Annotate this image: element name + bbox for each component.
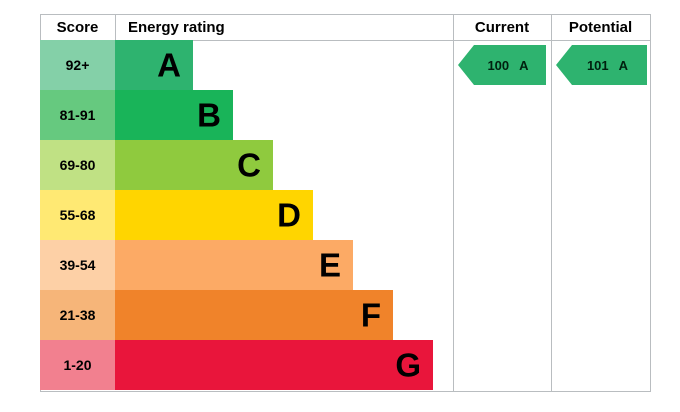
band-row-d: 55-68 D <box>40 190 453 240</box>
band-row-a: 92+ A <box>40 40 453 90</box>
band-letter: G <box>395 346 421 384</box>
current-band-letter: A <box>519 57 529 73</box>
rating-bar: E <box>115 240 353 290</box>
band-letter: F <box>360 296 381 334</box>
rating-bar: G <box>115 340 433 390</box>
score-cell: 21-38 <box>40 290 115 340</box>
score-column-divider <box>115 14 116 40</box>
potential-arrow: 101 A <box>556 45 647 85</box>
band-row-f: 21-38 F <box>40 290 453 340</box>
band-letter: E <box>318 246 341 284</box>
band-letter: D <box>277 196 301 234</box>
potential-header: Potential <box>568 19 633 36</box>
score-cell: 92+ <box>40 40 115 90</box>
rating-bar: D <box>115 190 313 240</box>
rating-bar: B <box>115 90 233 140</box>
table-border-right <box>650 14 651 391</box>
band-row-e: 39-54 E <box>40 240 453 290</box>
rating-bar: F <box>115 290 393 340</box>
header-divider <box>40 40 651 41</box>
score-cell: 39-54 <box>40 240 115 290</box>
rating-bar: A <box>115 40 193 90</box>
band-letter: C <box>237 146 261 184</box>
table-border-top <box>40 14 651 15</box>
potential-column-divider <box>551 14 552 391</box>
current-column-divider <box>453 14 454 391</box>
score-header: Score <box>56 19 99 36</box>
rating-bar: C <box>115 140 273 190</box>
score-cell: 55-68 <box>40 190 115 240</box>
energy-rating-header: Energy rating <box>128 19 225 36</box>
band-rows: 92+ A 81-91 B 69-80 C 55-68 D 39-54 <box>40 40 453 390</box>
band-row-b: 81-91 B <box>40 90 453 140</box>
potential-value: 101 <box>586 57 609 73</box>
band-row-c: 69-80 C <box>40 140 453 190</box>
score-cell: 69-80 <box>40 140 115 190</box>
current-arrow: 100 A <box>458 45 546 85</box>
band-row-g: 1-20 G <box>40 340 453 390</box>
table-border-bottom <box>40 391 651 392</box>
potential-band-letter: A <box>618 57 629 73</box>
band-letter: B <box>197 96 221 134</box>
band-letter: A <box>157 46 181 84</box>
current-header: Current <box>474 19 530 36</box>
score-cell: 1-20 <box>40 340 115 390</box>
current-value: 100 <box>487 57 510 73</box>
score-cell: 81-91 <box>40 90 115 140</box>
